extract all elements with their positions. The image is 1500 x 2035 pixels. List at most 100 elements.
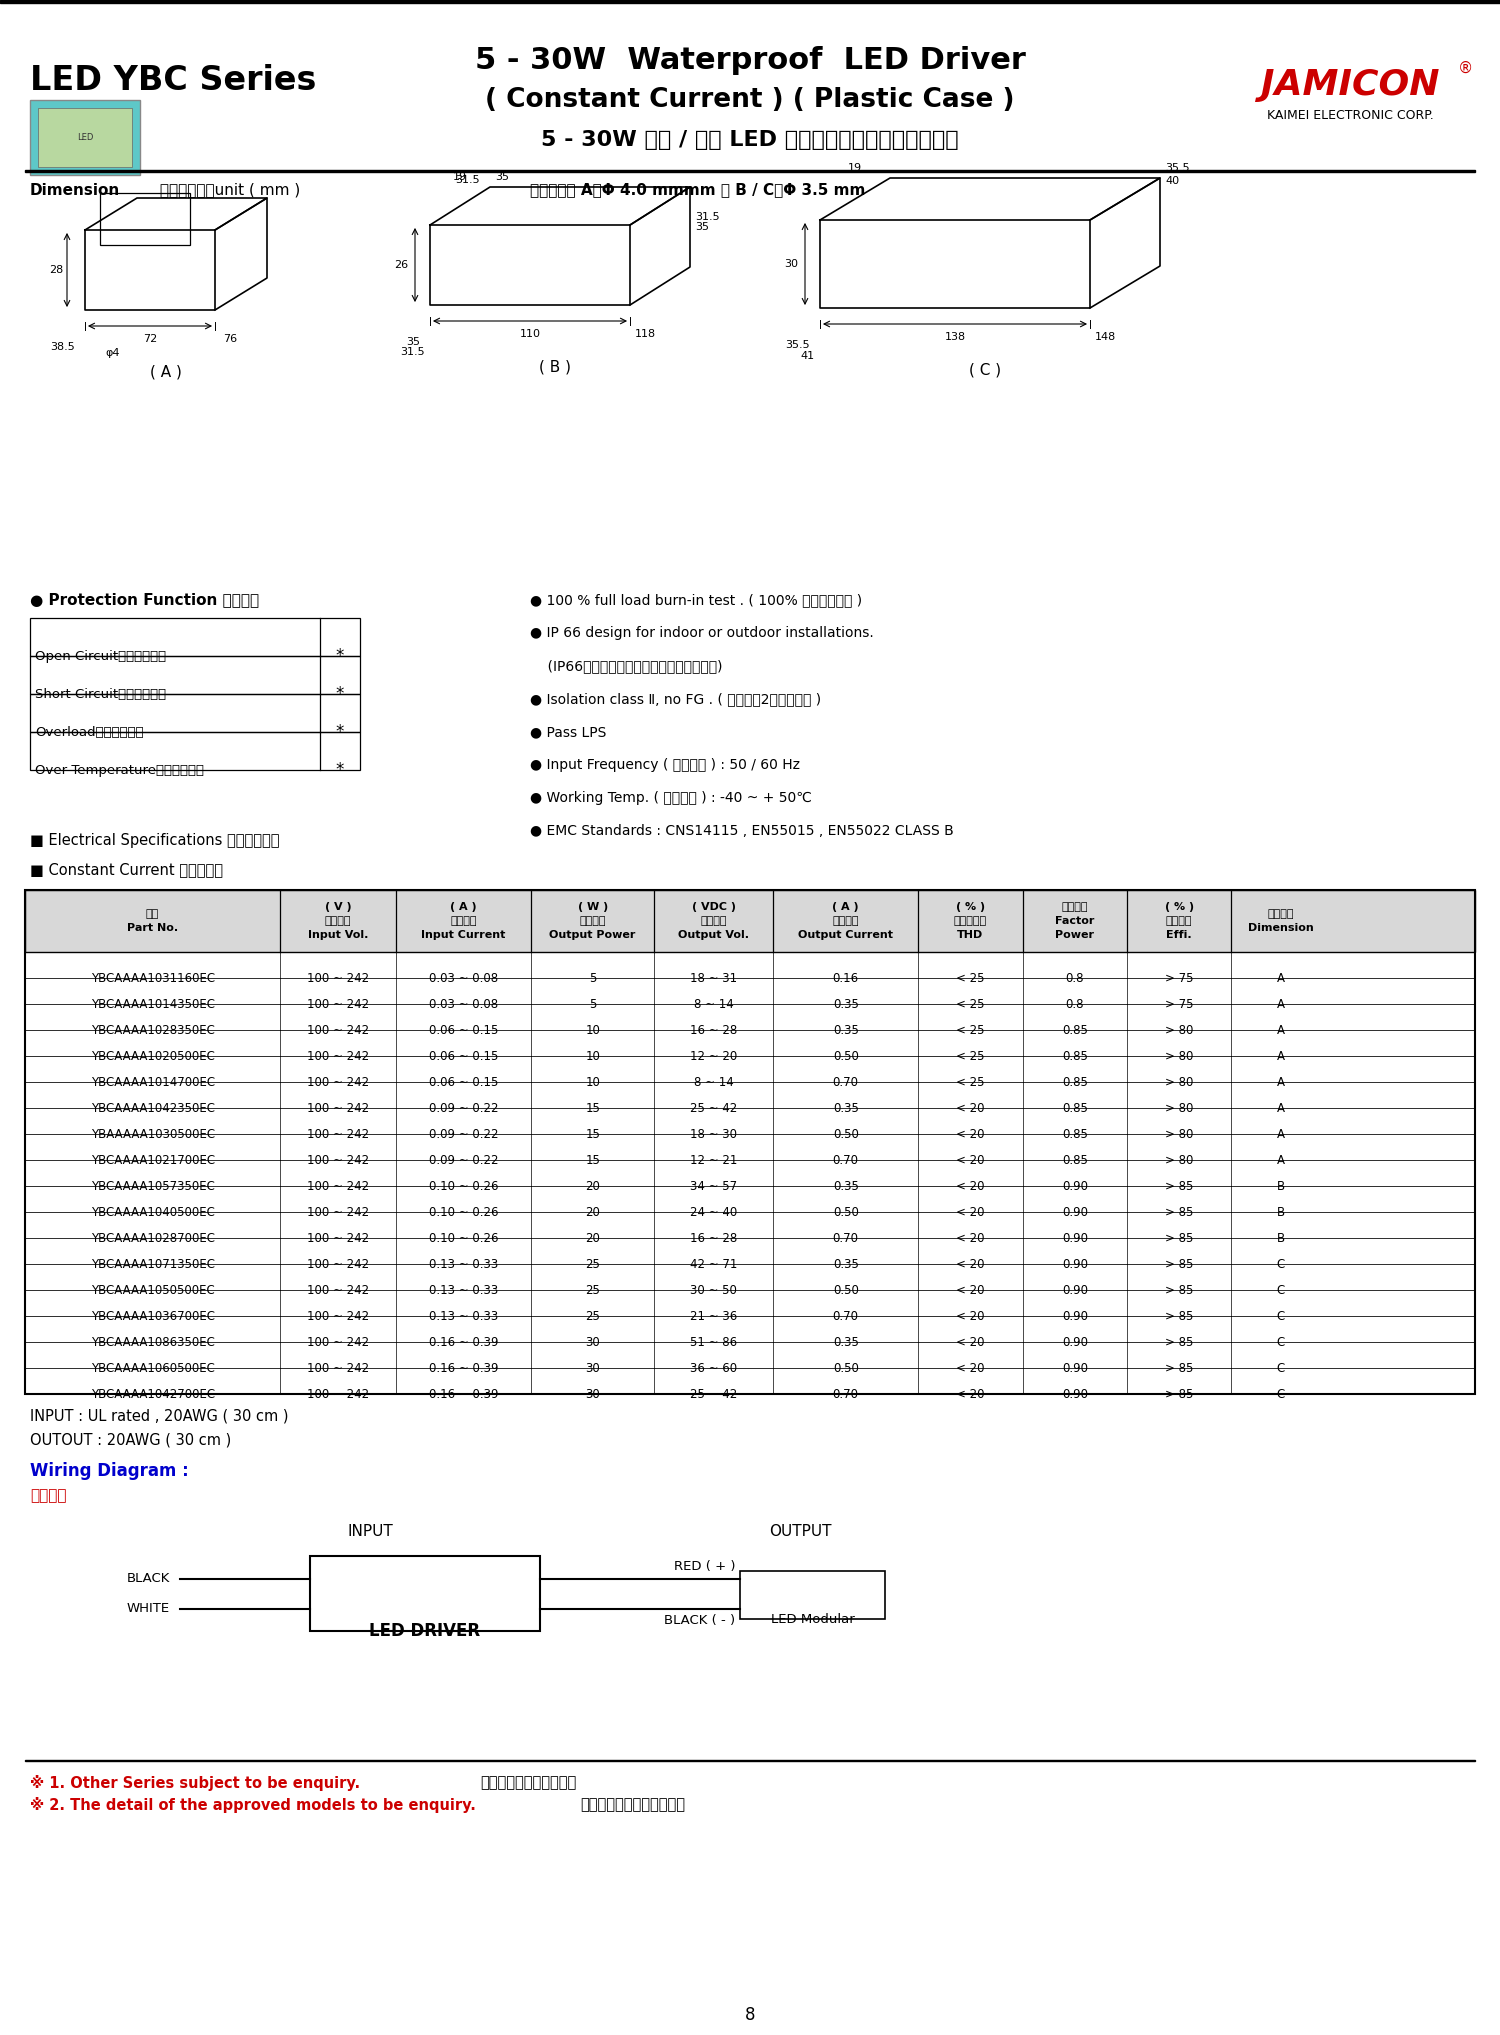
- Text: 20: 20: [585, 1180, 600, 1193]
- Text: 30: 30: [585, 1388, 600, 1400]
- Text: C: C: [1276, 1258, 1286, 1270]
- Text: φ4: φ4: [105, 348, 120, 358]
- Text: 10: 10: [585, 1050, 600, 1062]
- Bar: [26, 1030, 1474, 1056]
- Text: 0.70: 0.70: [833, 1154, 858, 1166]
- Text: 0.85: 0.85: [1062, 1024, 1088, 1036]
- Text: < 20: < 20: [956, 1180, 984, 1193]
- Text: RED ( + ): RED ( + ): [674, 1561, 735, 1573]
- Text: 25: 25: [585, 1258, 600, 1270]
- Text: < 20: < 20: [956, 1335, 984, 1349]
- Text: 15: 15: [585, 1101, 600, 1115]
- Text: 0.90: 0.90: [1062, 1258, 1088, 1270]
- Bar: [100, 193, 190, 244]
- Text: A: A: [1276, 1077, 1284, 1089]
- Text: 5: 5: [590, 971, 597, 985]
- Bar: [30, 655, 360, 694]
- Text: YBCAAAA1050500EC: YBCAAAA1050500EC: [90, 1284, 214, 1296]
- Text: 100 ~ 242: 100 ~ 242: [308, 1101, 369, 1115]
- Text: Short Circuit（短路保护）: Short Circuit（短路保护）: [34, 688, 166, 700]
- Text: 100 ~ 242: 100 ~ 242: [308, 1205, 369, 1219]
- Text: 118: 118: [634, 330, 656, 340]
- Text: OUTPUT: OUTPUT: [768, 1524, 831, 1538]
- Text: 0.50: 0.50: [833, 1127, 858, 1140]
- Text: A: A: [1276, 1024, 1284, 1036]
- Text: YBCAAAA1014700EC: YBCAAAA1014700EC: [90, 1077, 214, 1089]
- Text: 0.35: 0.35: [833, 997, 858, 1011]
- Text: < 20: < 20: [956, 1127, 984, 1140]
- Text: 0.35: 0.35: [833, 1258, 858, 1270]
- Bar: [26, 1133, 1474, 1160]
- Text: 72: 72: [142, 334, 158, 344]
- Text: 0.13 ~ 0.33: 0.13 ~ 0.33: [429, 1284, 498, 1296]
- Text: ( W ): ( W ): [578, 902, 608, 912]
- Text: 接线图：: 接线图：: [30, 1488, 66, 1504]
- Text: > 75: > 75: [1166, 997, 1194, 1011]
- Text: Effi.: Effi.: [1167, 930, 1192, 940]
- Bar: [0, 0, 1500, 2]
- Text: Output Power: Output Power: [549, 930, 636, 940]
- Text: 0.90: 0.90: [1062, 1309, 1088, 1323]
- Text: Dimension: Dimension: [1248, 924, 1314, 932]
- Text: ● IP 66 design for indoor or outdoor installations.: ● IP 66 design for indoor or outdoor ins…: [530, 627, 873, 639]
- Text: 螺丝定位孔 A：Φ 4.0 mmmm ； B / C：Φ 3.5 mm: 螺丝定位孔 A：Φ 4.0 mmmm ； B / C：Φ 3.5 mm: [530, 183, 866, 197]
- Text: > 75: > 75: [1166, 971, 1194, 985]
- Text: 功率因数: 功率因数: [1062, 902, 1088, 912]
- Text: A: A: [1276, 1050, 1284, 1062]
- Text: 0.85: 0.85: [1062, 1127, 1088, 1140]
- Bar: [26, 1083, 1474, 1107]
- Text: 0.03 ~ 0.08: 0.03 ~ 0.08: [429, 971, 498, 985]
- Text: 31.5: 31.5: [454, 175, 480, 185]
- Bar: [26, 169, 1474, 173]
- Text: 16 ~ 28: 16 ~ 28: [690, 1024, 738, 1036]
- Text: 35.5: 35.5: [786, 340, 810, 350]
- Text: ( B ): ( B ): [538, 360, 572, 374]
- Bar: [26, 1107, 1474, 1133]
- Text: 35: 35: [495, 173, 508, 181]
- Bar: [26, 1213, 1474, 1237]
- Text: Dimension: Dimension: [30, 183, 120, 197]
- Text: 输出瓦数: 输出瓦数: [579, 916, 606, 926]
- Text: 转换效率: 转换效率: [1166, 916, 1192, 926]
- Text: 100 ~ 242: 100 ~ 242: [308, 1335, 369, 1349]
- Text: 外观尺寸图：unit ( mm ): 外观尺寸图：unit ( mm ): [154, 183, 300, 197]
- Text: 19: 19: [453, 173, 466, 181]
- Text: 19: 19: [847, 163, 862, 173]
- Text: 30 ~ 50: 30 ~ 50: [690, 1284, 736, 1296]
- Text: 输入电流: 输入电流: [450, 916, 477, 926]
- Text: YBCAAAA1028350EC: YBCAAAA1028350EC: [90, 1024, 214, 1036]
- Text: < 20: < 20: [956, 1309, 984, 1323]
- Text: ■ Constant Current （定电流）: ■ Constant Current （定电流）: [30, 863, 224, 877]
- Text: 100 ~ 242: 100 ~ 242: [308, 1180, 369, 1193]
- Bar: [26, 1317, 1474, 1341]
- Text: YBCAAAA1042350EC: YBCAAAA1042350EC: [90, 1101, 214, 1115]
- Text: 18 ~ 31: 18 ~ 31: [690, 971, 738, 985]
- Text: A: A: [1276, 1127, 1284, 1140]
- Text: 8 ~ 14: 8 ~ 14: [694, 997, 734, 1011]
- Text: 26: 26: [394, 260, 408, 271]
- Text: *: *: [336, 647, 344, 665]
- Text: 详细认证机种请和询业务。: 详细认证机种请和询业务。: [580, 1797, 686, 1813]
- Text: ● Pass LPS: ● Pass LPS: [530, 724, 606, 739]
- Text: JAMICON: JAMICON: [1260, 67, 1440, 102]
- Text: 24 ~ 40: 24 ~ 40: [690, 1205, 738, 1219]
- Bar: [26, 1290, 1474, 1317]
- Text: ( % ): ( % ): [1164, 902, 1194, 912]
- Text: YBCAAAA1028700EC: YBCAAAA1028700EC: [90, 1231, 214, 1245]
- Text: 100 ~ 242: 100 ~ 242: [308, 1127, 369, 1140]
- Text: 0.50: 0.50: [833, 1361, 858, 1374]
- Text: < 20: < 20: [956, 1361, 984, 1374]
- Text: 10: 10: [585, 1077, 600, 1089]
- Text: 0.8: 0.8: [1065, 997, 1084, 1011]
- Text: Open Circuit（开路保护）: Open Circuit（开路保护）: [34, 649, 166, 663]
- Text: > 80: > 80: [1166, 1154, 1194, 1166]
- Text: ( C ): ( C ): [969, 362, 1000, 379]
- Text: 总谐波失真: 总谐波失真: [954, 916, 987, 926]
- Text: > 85: > 85: [1166, 1335, 1194, 1349]
- Text: THD: THD: [957, 930, 984, 940]
- Text: C: C: [1276, 1309, 1286, 1323]
- Text: 0.8: 0.8: [1065, 971, 1084, 985]
- Text: < 25: < 25: [956, 1050, 984, 1062]
- Text: OUTOUT : 20AWG ( 30 cm ): OUTOUT : 20AWG ( 30 cm ): [30, 1433, 231, 1447]
- Text: 21 ~ 36: 21 ~ 36: [690, 1309, 738, 1323]
